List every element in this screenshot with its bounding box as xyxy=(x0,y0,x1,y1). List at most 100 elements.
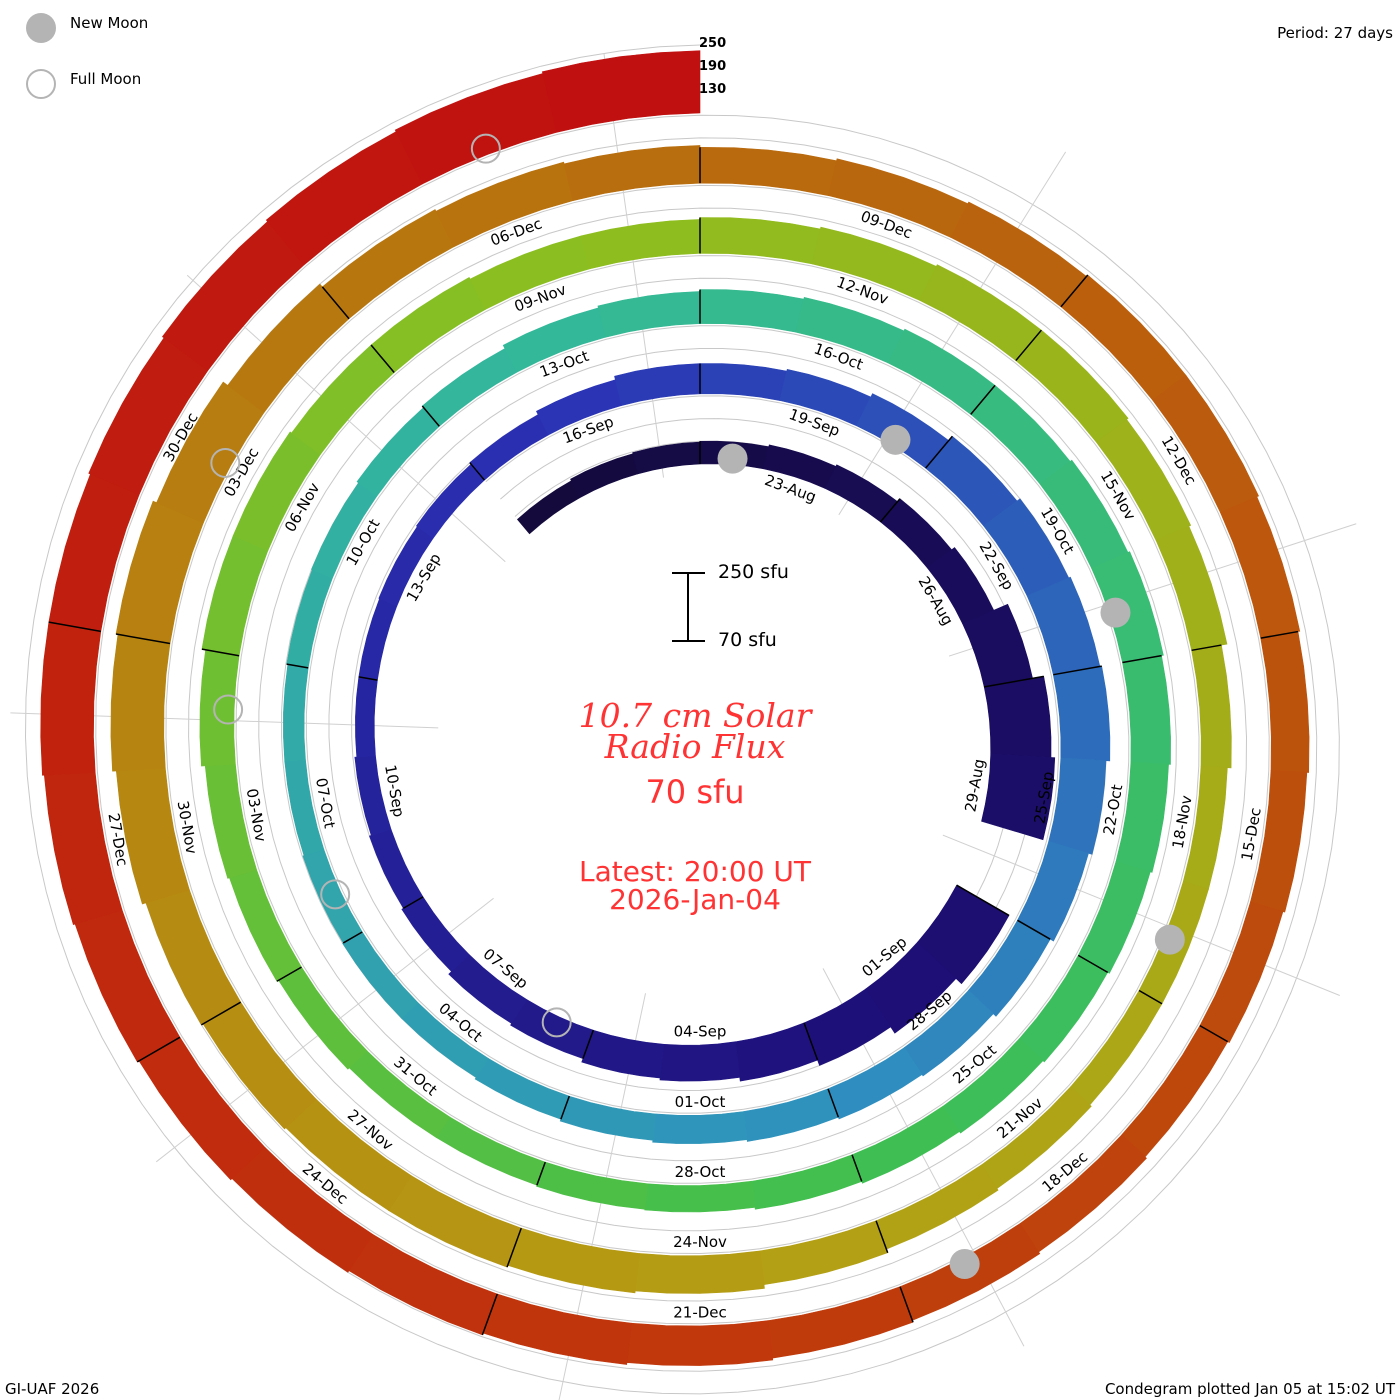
flux-bar xyxy=(699,217,821,265)
flux-bar xyxy=(156,381,265,524)
flux-bar xyxy=(283,663,309,762)
flux-bar xyxy=(1250,769,1308,913)
flux-bar xyxy=(632,441,701,475)
flux-bar xyxy=(851,1105,960,1184)
date-tick xyxy=(1015,329,1042,362)
date-tick xyxy=(201,1001,242,1026)
date-tick xyxy=(506,1227,522,1268)
flux-bar xyxy=(1017,841,1089,942)
full-moon-marker xyxy=(320,879,351,910)
flux-bar xyxy=(942,1038,1044,1134)
date-tick xyxy=(970,384,996,415)
title-line-2: Radio Flux xyxy=(604,727,786,766)
flux-bar xyxy=(355,676,378,758)
flux-bar xyxy=(827,1047,923,1120)
new-moon-legend-label: New Moon xyxy=(70,14,149,32)
ring-level-190: 190 xyxy=(699,59,727,74)
flux-bar xyxy=(110,634,171,772)
flux-bar xyxy=(759,1220,889,1286)
period-label: Period: 27 days xyxy=(1277,24,1393,42)
flux-bar xyxy=(1121,1025,1229,1158)
date-tick xyxy=(1077,954,1109,974)
flux-bar xyxy=(865,941,957,1034)
new-moon-marker xyxy=(1154,924,1185,955)
date-tick xyxy=(803,1022,819,1061)
date-tick xyxy=(201,648,240,657)
date-tick xyxy=(136,1036,181,1063)
flux-bar xyxy=(875,1164,999,1250)
flux-bar xyxy=(232,431,321,551)
date-tick xyxy=(1053,665,1102,676)
flux-bar xyxy=(1191,644,1232,769)
date-label: 28-Oct xyxy=(675,1163,726,1181)
flux-bars xyxy=(40,50,1310,1366)
date-tick xyxy=(286,663,309,669)
full-moon-marker xyxy=(541,1007,572,1038)
flux-bar xyxy=(388,1175,522,1268)
flux-bar xyxy=(903,989,994,1077)
flux-bar xyxy=(201,535,269,657)
date-tick xyxy=(321,286,350,320)
date-tick xyxy=(469,462,485,481)
new-moon-legend-icon xyxy=(26,13,56,43)
flux-bar xyxy=(302,849,363,944)
flux-bar xyxy=(563,145,701,202)
flux-bar xyxy=(507,1227,640,1294)
center-disc xyxy=(438,475,962,999)
latest-date: 2026-Jan-04 xyxy=(609,883,781,916)
flux-bar xyxy=(415,463,485,539)
flux-bar xyxy=(614,363,701,406)
date-label: 04-Sep xyxy=(674,1023,727,1041)
flux-bar xyxy=(751,1154,863,1210)
flux-bar xyxy=(743,1088,839,1142)
full-moon-marker xyxy=(210,447,241,478)
date-tick xyxy=(358,676,378,681)
flux-bar xyxy=(634,1250,765,1294)
flux-bar xyxy=(227,283,350,413)
scale-top-label: 250 sfu xyxy=(718,561,789,583)
date-tick xyxy=(115,633,171,645)
flux-bar xyxy=(1048,757,1107,855)
date-tick xyxy=(481,1293,498,1336)
flux-bar xyxy=(358,598,398,681)
date-tick xyxy=(1138,989,1163,1005)
flux-bar xyxy=(356,407,440,497)
flux-bar xyxy=(1026,576,1101,676)
date-tick xyxy=(875,1220,889,1253)
date-tick xyxy=(560,1095,570,1120)
footer-credit: GI-UAF 2026 xyxy=(5,1380,100,1398)
guide-spiral-190 xyxy=(47,67,1318,1372)
guide-spiral-250 xyxy=(24,44,1340,1395)
date-label: 01-Oct xyxy=(675,1093,726,1111)
new-moon-marker xyxy=(880,424,911,455)
flux-bar xyxy=(40,621,102,776)
flux-bar xyxy=(370,276,486,373)
flux-bar xyxy=(581,1029,665,1079)
flux-bar xyxy=(435,161,574,248)
flux-bar xyxy=(767,1286,914,1359)
flux-bar xyxy=(559,1095,657,1141)
date-tick xyxy=(1060,274,1089,308)
flux-bar xyxy=(291,344,395,455)
date-label: 29-Aug xyxy=(961,758,988,814)
flux-bar xyxy=(917,884,1010,985)
date-tick xyxy=(1191,644,1222,652)
flux-bar xyxy=(482,1293,632,1365)
flux-bar xyxy=(536,1161,649,1210)
flux-bar xyxy=(1199,901,1284,1044)
guide-lines xyxy=(10,44,1357,1400)
full-moon-legend-label: Full Moon xyxy=(70,70,142,88)
date-tick xyxy=(1260,630,1299,639)
date-tick xyxy=(851,1154,863,1182)
date-tick xyxy=(899,1286,914,1323)
date-tick xyxy=(342,931,363,944)
date-ticks xyxy=(48,147,1299,1336)
flux-bar xyxy=(1152,374,1260,513)
scale-bottom-label: 70 sfu xyxy=(718,629,777,651)
flux-bar xyxy=(1052,665,1111,762)
flux-bar xyxy=(1260,631,1310,773)
flux-bar xyxy=(436,1116,546,1186)
date-tick xyxy=(48,621,101,633)
flux-bar xyxy=(421,348,518,427)
date-tick xyxy=(421,405,440,427)
